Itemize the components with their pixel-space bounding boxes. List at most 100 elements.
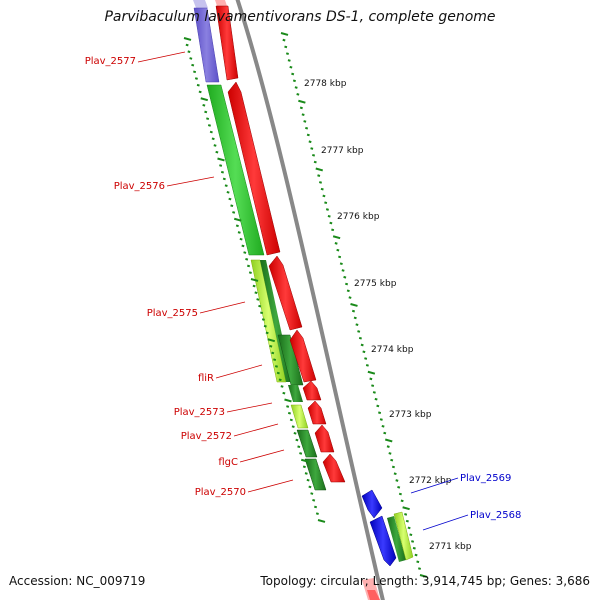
tick-minor bbox=[299, 106, 303, 110]
tick-minor bbox=[189, 57, 193, 60]
gene-label: Plav_2568 bbox=[470, 510, 521, 521]
tick-major bbox=[284, 398, 292, 403]
tick-minor bbox=[355, 323, 359, 326]
tick-minor bbox=[302, 465, 306, 469]
tick-minor bbox=[287, 411, 291, 415]
kbp-label: 2776 kbp bbox=[337, 212, 380, 222]
gene-label: Plav_2570 bbox=[195, 487, 246, 498]
feature-light-green bbox=[206, 84, 265, 256]
tick-minor bbox=[391, 465, 395, 469]
tick-major bbox=[350, 303, 358, 307]
tick-minor bbox=[296, 93, 300, 96]
tick-minor bbox=[194, 77, 198, 80]
tick-minor bbox=[378, 411, 382, 415]
tick-minor bbox=[362, 350, 366, 354]
gene-label: Plav_2577 bbox=[85, 56, 136, 67]
tick-minor bbox=[254, 291, 258, 295]
tick-minor bbox=[282, 38, 286, 42]
tick-minor bbox=[357, 330, 361, 333]
kbp-label: 2772 kbp bbox=[409, 476, 452, 486]
tick-minor bbox=[206, 117, 210, 120]
tick-major bbox=[200, 97, 209, 102]
tick-minor bbox=[336, 248, 340, 252]
tick-minor bbox=[239, 237, 243, 241]
accession-text: Accession: NC_009719 bbox=[9, 574, 146, 588]
tick-minor bbox=[276, 371, 280, 375]
cds-forward-arrow bbox=[215, 5, 239, 81]
tick-minor bbox=[325, 208, 329, 211]
tick-major bbox=[217, 157, 225, 162]
tick-major bbox=[280, 32, 289, 36]
tick-minor bbox=[310, 492, 314, 495]
tick-minor bbox=[404, 513, 408, 516]
feature-dark-green bbox=[296, 429, 318, 458]
tick-minor bbox=[202, 103, 206, 107]
tick-minor bbox=[365, 364, 369, 367]
tick-minor bbox=[245, 257, 249, 261]
tick-minor bbox=[278, 378, 282, 382]
feature-dark-green bbox=[288, 385, 303, 402]
tick-minor bbox=[232, 211, 236, 214]
tick-minor bbox=[388, 452, 392, 455]
tick-minor bbox=[282, 391, 286, 395]
tick-minor bbox=[351, 309, 356, 313]
tick-minor bbox=[247, 264, 251, 268]
tick-minor bbox=[360, 343, 364, 347]
tick-minor bbox=[289, 418, 293, 422]
tick-minor bbox=[407, 526, 411, 530]
tick-major bbox=[332, 235, 341, 240]
cds-forward-arrow bbox=[322, 453, 346, 483]
tick-minor bbox=[308, 485, 312, 489]
tick-minor bbox=[409, 533, 413, 537]
tick-minor bbox=[305, 126, 309, 130]
tick-minor bbox=[393, 472, 397, 476]
tick-minor bbox=[241, 244, 245, 248]
gene-label: Plav_2572 bbox=[181, 431, 232, 442]
tick-minor bbox=[383, 431, 387, 435]
cds-forward-arrow bbox=[227, 81, 281, 256]
tick-minor bbox=[207, 124, 211, 127]
tick-minor bbox=[301, 113, 305, 116]
tick-major bbox=[384, 438, 393, 443]
cds-forward-arrow bbox=[268, 255, 303, 331]
cds-forward-arrow bbox=[307, 400, 327, 425]
tick-minor bbox=[346, 289, 350, 293]
tick-minor bbox=[204, 110, 208, 114]
summary-text: Topology: circular; Length: 3,914,745 bp… bbox=[260, 574, 590, 588]
tick-minor bbox=[291, 425, 295, 428]
tick-minor bbox=[299, 452, 303, 455]
cds-forward-arrow bbox=[289, 329, 317, 383]
tick-major bbox=[267, 338, 276, 343]
tick-minor bbox=[215, 150, 219, 154]
feature-faded-top bbox=[193, 0, 208, 8]
tick-minor bbox=[317, 174, 321, 177]
kbp-label: 2771 kbp bbox=[429, 542, 472, 552]
tick-minor bbox=[252, 284, 256, 288]
tick-minor bbox=[371, 384, 375, 387]
tick-minor bbox=[198, 90, 202, 94]
tick-minor bbox=[295, 438, 299, 442]
tick-minor bbox=[314, 505, 318, 509]
tick-minor bbox=[416, 560, 420, 564]
gene-labels: Plav_2577 Plav_2576 Plav_2575 fliR Plav_… bbox=[85, 56, 522, 521]
kbp-label: 2777 kbp bbox=[321, 146, 364, 156]
tick-minor bbox=[412, 546, 416, 550]
feature-faded-bottom bbox=[367, 590, 380, 600]
tick-minor bbox=[308, 140, 312, 144]
tick-minor bbox=[243, 251, 247, 254]
feature-faded-top bbox=[215, 0, 227, 6]
tick-minor bbox=[400, 499, 404, 503]
tick-major bbox=[233, 217, 242, 222]
cds-forward-arrow bbox=[302, 380, 322, 401]
tick-minor bbox=[395, 479, 399, 482]
tick-minor bbox=[322, 194, 326, 198]
tick-minor bbox=[414, 553, 418, 557]
kbp-label: 2774 kbp bbox=[371, 345, 414, 355]
tick-minor bbox=[213, 144, 217, 147]
tick-minor bbox=[353, 316, 357, 320]
kbp-label: 2778 kbp bbox=[304, 79, 347, 89]
tick-minor bbox=[306, 478, 310, 482]
tick-minor bbox=[256, 298, 260, 301]
tick-minor bbox=[313, 160, 317, 164]
